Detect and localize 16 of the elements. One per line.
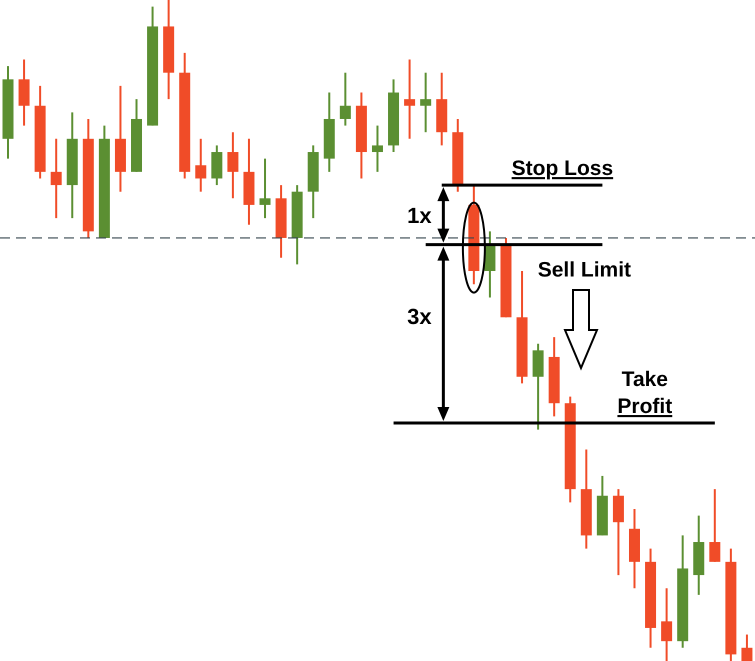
candlestick [741,634,752,661]
candlestick [227,131,238,200]
candlestick [709,488,720,563]
candlestick [404,58,416,140]
ref-line-label: Stop Loss [512,157,614,180]
annotation: 3x [407,304,432,329]
candlestick [195,138,206,193]
candlestick [260,158,271,220]
candlestick [340,72,351,127]
ref-line-label: Sell Limit [538,258,632,282]
annotation: 1x [407,202,432,228]
ref-line-label: Take Profit [617,368,672,418]
candlestick [661,587,672,661]
candlestick [420,72,432,134]
candlestick [372,124,383,173]
candlestick [50,138,62,220]
